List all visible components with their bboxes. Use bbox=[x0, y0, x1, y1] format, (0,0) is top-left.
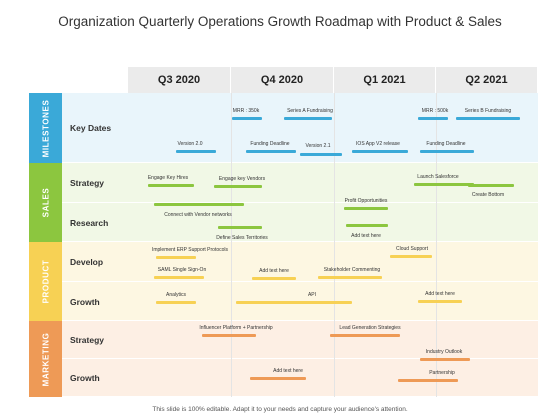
quarter-divider bbox=[334, 93, 335, 397]
task-label: Connect with Vendor networks bbox=[164, 212, 232, 218]
task-label: Influencer Platform + Partnership bbox=[199, 325, 273, 331]
row-label: Develop bbox=[62, 242, 128, 282]
task-label: Profit Opportunities bbox=[344, 198, 388, 204]
row-area bbox=[128, 359, 538, 397]
task-label: API bbox=[307, 292, 317, 298]
row-area bbox=[128, 321, 538, 359]
task-bar bbox=[456, 117, 520, 120]
task-bar bbox=[330, 334, 400, 337]
row-label: Strategy bbox=[62, 163, 128, 203]
task-bar bbox=[390, 255, 432, 258]
task-label: Lead Generation Strategies bbox=[339, 325, 401, 331]
task-label: Add text here bbox=[273, 368, 303, 374]
row-label: Strategy bbox=[62, 321, 128, 359]
task-label: Cloud Support bbox=[396, 246, 428, 252]
footer-note: This slide is 100% editable. Adapt it to… bbox=[152, 406, 408, 413]
task-bar bbox=[420, 358, 470, 361]
task-bar bbox=[284, 117, 332, 120]
task-bar bbox=[300, 153, 342, 156]
section-label: PRODUCT bbox=[41, 259, 51, 304]
task-bar bbox=[420, 150, 474, 153]
row-divider bbox=[62, 162, 538, 163]
section-band: MILESTONES bbox=[29, 93, 62, 163]
row-area bbox=[128, 203, 538, 242]
section-band: MARKETING bbox=[29, 321, 62, 397]
task-label: Series B Fundraising bbox=[464, 108, 512, 114]
task-label: Analytics bbox=[165, 292, 187, 298]
task-label: Launch Salesforce bbox=[417, 174, 459, 180]
task-label: Engage key Vendors bbox=[218, 176, 266, 182]
task-label: Define Sales Territories bbox=[216, 235, 268, 241]
task-bar bbox=[418, 300, 462, 303]
task-bar bbox=[236, 301, 352, 304]
task-bar bbox=[154, 203, 244, 206]
task-label: Add text here bbox=[351, 233, 381, 239]
task-label: Partnership bbox=[429, 370, 455, 376]
row-label: Key Dates bbox=[62, 93, 128, 163]
task-bar bbox=[418, 117, 448, 120]
task-label: Add text here bbox=[259, 268, 289, 274]
quarter-header: Q4 2020 bbox=[231, 67, 334, 93]
task-bar bbox=[414, 183, 474, 186]
task-label: IOS App V2 release bbox=[356, 141, 400, 147]
row-label: Research bbox=[62, 203, 128, 242]
task-bar bbox=[232, 117, 262, 120]
task-label: Create Bottom bbox=[471, 192, 505, 198]
task-label: Version 2.0 bbox=[177, 141, 203, 147]
task-bar bbox=[214, 185, 262, 188]
quarter-divider bbox=[436, 93, 437, 397]
task-bar bbox=[344, 207, 388, 210]
row-label: Growth bbox=[62, 359, 128, 397]
row-divider bbox=[62, 320, 538, 321]
task-bar bbox=[154, 276, 204, 279]
row-divider bbox=[62, 358, 538, 359]
section-band: SALES bbox=[29, 163, 62, 242]
task-label: MRR : 500k bbox=[421, 108, 449, 114]
task-bar bbox=[398, 379, 458, 382]
task-label: Industry Outlook bbox=[425, 349, 463, 355]
task-bar bbox=[468, 184, 514, 187]
section-label: MARKETING bbox=[41, 332, 50, 386]
task-bar bbox=[156, 256, 196, 259]
task-bar bbox=[218, 226, 262, 229]
task-label: Funding Deadline bbox=[250, 141, 290, 147]
task-bar bbox=[176, 150, 216, 153]
section-band: PRODUCT bbox=[29, 242, 62, 321]
task-bar bbox=[318, 276, 382, 279]
quarter-header: Q2 2021 bbox=[436, 67, 538, 93]
task-label: Engage Key Hires bbox=[147, 175, 189, 181]
row-divider bbox=[62, 396, 538, 397]
task-label: Funding Deadline bbox=[426, 141, 466, 147]
task-label: Series A Fundraising bbox=[287, 108, 333, 114]
page-title: Organization Quarterly Operations Growth… bbox=[58, 14, 502, 29]
task-bar bbox=[252, 277, 296, 280]
task-bar bbox=[148, 184, 194, 187]
section-label: MILESTONES bbox=[41, 99, 51, 157]
task-label: Version 2.1 bbox=[305, 143, 331, 149]
task-bar bbox=[156, 301, 196, 304]
task-label: SAML Single Sign-On bbox=[157, 267, 207, 273]
section-label: SALES bbox=[40, 187, 50, 218]
row-label: Growth bbox=[62, 282, 128, 321]
task-label: Add text here bbox=[425, 291, 455, 297]
task-bar bbox=[250, 377, 306, 380]
task-bar bbox=[246, 150, 296, 153]
task-label: Implement ERP Support Protocols bbox=[151, 247, 229, 253]
task-bar bbox=[346, 224, 388, 227]
quarter-divider bbox=[231, 93, 232, 397]
row-divider bbox=[62, 281, 538, 282]
task-bar bbox=[352, 150, 408, 153]
row-divider bbox=[62, 241, 538, 242]
task-bar bbox=[202, 334, 256, 337]
row-divider bbox=[62, 202, 538, 203]
quarter-header: Q3 2020 bbox=[128, 67, 231, 93]
row-area bbox=[128, 242, 538, 282]
task-label: Stakeholder Commenting bbox=[323, 267, 381, 273]
quarter-header: Q1 2021 bbox=[334, 67, 436, 93]
task-label: MRR : 350k bbox=[232, 108, 260, 114]
